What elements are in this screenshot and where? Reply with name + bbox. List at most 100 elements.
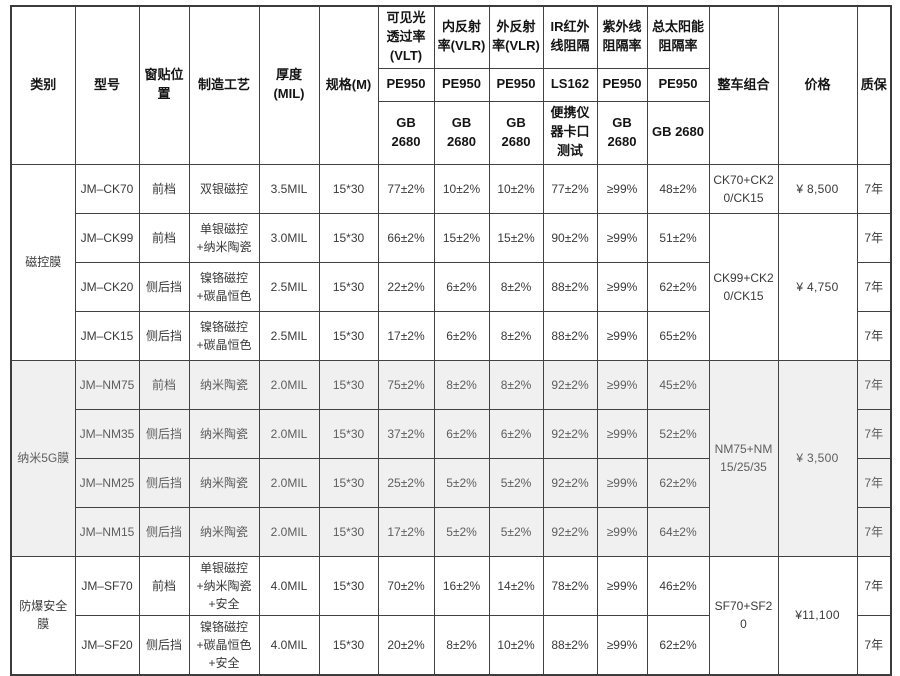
cell-model: JM–CK99 xyxy=(74,212,140,263)
cell-uv: ≥99% xyxy=(596,261,648,312)
header-vlr-out-standard: GB 2680 xyxy=(488,100,544,165)
cell-thickness: 2.0MIL xyxy=(258,408,320,459)
header-tser: 总太阳能阻隔率 xyxy=(646,5,710,69)
cell-model: JM–NM75 xyxy=(74,359,140,410)
cell-ir: 90±2% xyxy=(542,212,598,263)
cell-vlt: 17±2% xyxy=(377,310,435,361)
cell-vlr-in: 6±2% xyxy=(433,261,490,312)
cell-position: 侧后挡 xyxy=(138,457,190,508)
cell-vlr-out: 8±2% xyxy=(488,359,544,410)
cell-position: 侧后挡 xyxy=(138,408,190,459)
cell-ir: 77±2% xyxy=(542,163,598,214)
cell-combo: SF70+SF20 xyxy=(708,555,779,676)
header-uv-standard: GB 2680 xyxy=(596,100,648,165)
cell-process: 纳米陶瓷 xyxy=(188,359,260,410)
cell-thickness: 2.0MIL xyxy=(258,506,320,557)
cell-position: 前档 xyxy=(138,212,190,263)
cell-combo: CK70+CK20/CK15 xyxy=(708,163,779,214)
cell-warranty: 7年 xyxy=(856,614,892,676)
cell-warranty: 7年 xyxy=(856,163,892,214)
cell-vlr-in: 8±2% xyxy=(433,614,490,676)
cell-vlr-out: 6±2% xyxy=(488,408,544,459)
header-ir-standard: 便携仪器卡口测试 xyxy=(542,100,598,165)
cell-uv: ≥99% xyxy=(596,163,648,214)
cell-spec: 15*30 xyxy=(318,408,379,459)
cell-ir: 92±2% xyxy=(542,408,598,459)
cell-ir: 88±2% xyxy=(542,614,598,676)
cell-process: 镍铬磁控+碳晶恒色+安全 xyxy=(188,614,260,676)
cell-vlt: 17±2% xyxy=(377,506,435,557)
table-row: JM–SF20 侧后挡 镍铬磁控+碳晶恒色+安全 4.0MIL 15*30 20±2% 8±… xyxy=(11,614,892,676)
cell-thickness: 4.0MIL xyxy=(258,614,320,676)
cell-vlt: 25±2% xyxy=(377,457,435,508)
header-price: 价格 xyxy=(777,5,858,165)
header-vlt: 可见光透过率(VLT) xyxy=(377,5,435,69)
cell-spec: 15*30 xyxy=(318,163,379,214)
cell-category: 磁控膜 xyxy=(10,163,76,361)
cell-tser: 51±2% xyxy=(646,212,710,263)
header-uv-device: PE950 xyxy=(596,67,648,102)
table-row: 防爆安全膜 JM–SF70 前档 单银磁控+纳米陶瓷+安全 4.0MIL 15*30 70±… xyxy=(10,555,892,676)
cell-vlr-in: 5±2% xyxy=(433,506,490,557)
header-warranty: 质保 xyxy=(856,5,892,165)
cell-thickness: 4.0MIL xyxy=(258,555,320,616)
cell-process: 双银磁控 xyxy=(188,163,260,214)
cell-spec: 15*30 xyxy=(318,457,379,508)
cell-vlr-out: 8±2% xyxy=(488,310,544,361)
cell-process: 单银磁控+纳米陶瓷+安全 xyxy=(188,555,260,616)
cell-vlr-in: 16±2% xyxy=(433,555,490,616)
cell-warranty: 7年 xyxy=(856,457,892,508)
cell-vlt: 70±2% xyxy=(377,555,435,616)
cell-model: JM–NM15 xyxy=(74,506,140,557)
cell-uv: ≥99% xyxy=(596,555,648,616)
cell-warranty: 7年 xyxy=(856,555,892,616)
cell-uv: ≥99% xyxy=(596,614,648,676)
header-uv: 紫外线阻隔率 xyxy=(596,5,648,69)
cell-spec: 15*30 xyxy=(318,614,379,676)
cell-uv: ≥99% xyxy=(596,212,648,263)
header-vlr-out-device: PE950 xyxy=(488,67,544,102)
cell-ir: 92±2% xyxy=(542,457,598,508)
cell-position: 前档 xyxy=(138,359,190,410)
cell-position: 侧后挡 xyxy=(138,261,190,312)
cell-tser: 46±2% xyxy=(646,555,710,616)
table-row: JM–CK15 侧后挡 镍铬磁控+碳晶恒色 2.5MIL 15*30 17±2% 6±2% 8… xyxy=(11,310,892,361)
cell-model: JM–CK15 xyxy=(74,310,140,361)
cell-ir: 88±2% xyxy=(542,310,598,361)
cell-spec: 15*30 xyxy=(318,212,379,263)
cell-process: 纳米陶瓷 xyxy=(188,506,260,557)
spec-sheet: 类别 型号 窗贴位置 制造工艺 厚度(MIL) 规格(M) 可见光透过率(VLT… xyxy=(10,5,892,676)
cell-ir: 78±2% xyxy=(542,555,598,616)
cell-price: ¥ 8,500 xyxy=(777,163,858,214)
header-tser-standard: GB 2680 xyxy=(646,100,710,165)
header-position: 窗贴位置 xyxy=(138,5,190,165)
cell-vlt: 75±2% xyxy=(377,359,435,410)
cell-vlt: 20±2% xyxy=(377,614,435,676)
cell-tser: 65±2% xyxy=(646,310,710,361)
cell-model: JM–NM35 xyxy=(74,408,140,459)
table-row: JM–NM15 侧后挡 纳米陶瓷 2.0MIL 15*30 17±2% 5±2% 5±2% 92… xyxy=(11,506,892,557)
cell-thickness: 2.5MIL xyxy=(258,261,320,312)
cell-warranty: 7年 xyxy=(856,310,892,361)
cell-uv: ≥99% xyxy=(596,457,648,508)
spec-table-body: 磁控膜 JM–CK70 前档 双银磁控 3.5MIL 15*30 77±2% 10±2% 10±… xyxy=(10,163,892,676)
cell-uv: ≥99% xyxy=(596,359,648,410)
cell-uv: ≥99% xyxy=(596,310,648,361)
header-category: 类别 xyxy=(10,5,76,165)
header-vlr-in: 内反射率(VLR) xyxy=(433,5,490,69)
cell-category: 防爆安全膜 xyxy=(10,555,76,676)
cell-position: 侧后挡 xyxy=(138,614,190,676)
cell-vlt: 22±2% xyxy=(377,261,435,312)
table-row: JM–NM25 侧后挡 纳米陶瓷 2.0MIL 15*30 25±2% 5±2% 5±2% 92… xyxy=(11,457,892,508)
header-vlt-device: PE950 xyxy=(377,67,435,102)
cell-vlt: 37±2% xyxy=(377,408,435,459)
cell-process: 镍铬磁控+碳晶恒色 xyxy=(188,310,260,361)
cell-vlr-out: 8±2% xyxy=(488,261,544,312)
cell-tser: 45±2% xyxy=(646,359,710,410)
cell-vlr-in: 8±2% xyxy=(433,359,490,410)
cell-position: 前档 xyxy=(138,555,190,616)
table-row: JM–NM35 侧后挡 纳米陶瓷 2.0MIL 15*30 37±2% 6±2% 6±2% 92… xyxy=(11,408,892,459)
header-row-devices: PE950 PE950 PE950 LS162 PE950 PE950 xyxy=(11,67,891,102)
cell-process: 纳米陶瓷 xyxy=(188,408,260,459)
cell-vlr-in: 6±2% xyxy=(433,310,490,361)
